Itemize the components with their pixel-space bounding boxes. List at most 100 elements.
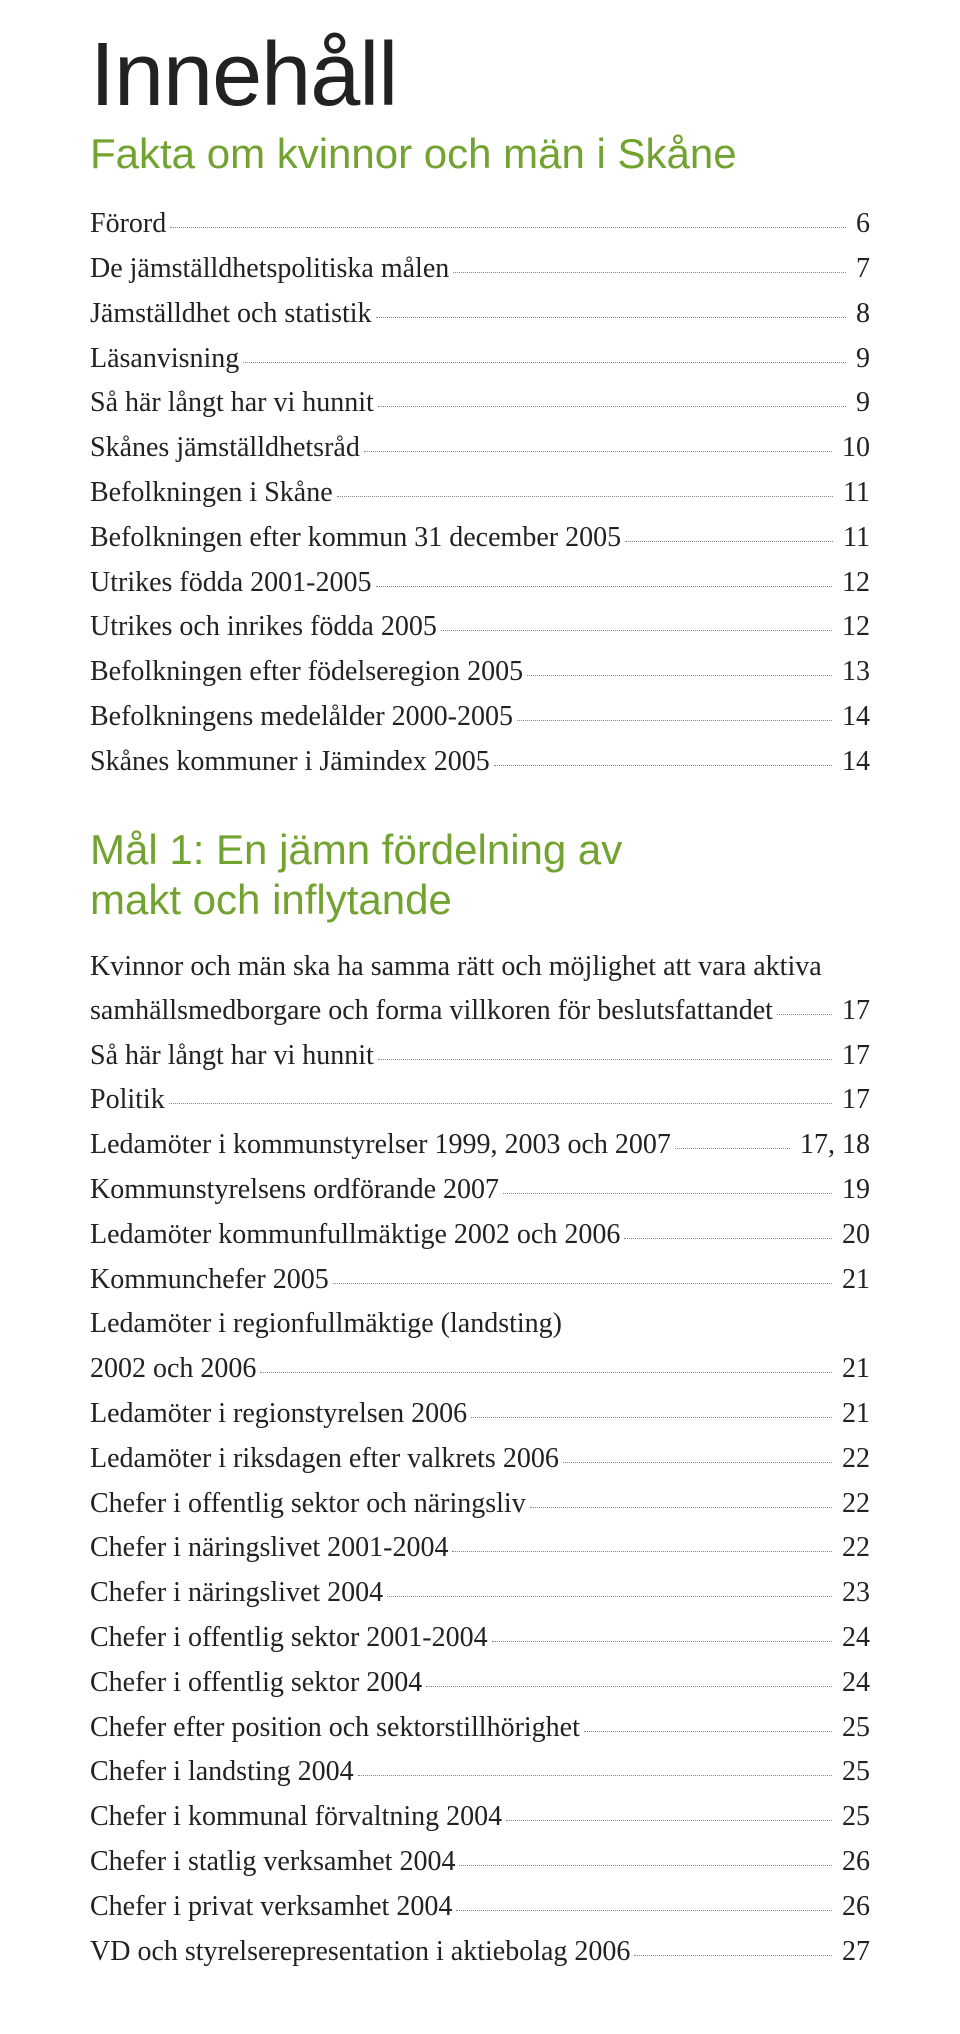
toc-leader xyxy=(517,719,832,721)
toc-leader xyxy=(471,1416,832,1418)
toc-label: Chefer i näringslivet 2004 xyxy=(90,1571,383,1616)
toc-leader xyxy=(494,764,832,766)
toc-label: Befolkningen i Skåne xyxy=(90,471,333,516)
toc-line: Kommunchefer 200521 xyxy=(90,1258,870,1303)
goal1-heading: Mål 1: En jämn fördelning av makt och in… xyxy=(90,825,870,926)
toc-line: Så här långt har vi hunnit 9 xyxy=(90,381,870,426)
toc-page: 6 xyxy=(850,202,870,247)
toc-page: 22 xyxy=(836,1482,870,1527)
toc-label: Chefer i offentlig sektor 2001-2004 xyxy=(90,1616,488,1661)
goal1-heading-line1: Mål 1: En jämn fördelning av xyxy=(90,826,622,873)
toc-label: Så här långt har vi hunnit xyxy=(90,1034,374,1079)
toc-label: Jämställdhet och statistik xyxy=(90,292,372,337)
toc-line: Befolkningen efter kommun 31 december 20… xyxy=(90,516,870,561)
toc-label: De jämställdhetspolitiska målen xyxy=(90,247,449,292)
toc-label: Så här långt har vi hunnit xyxy=(90,381,374,426)
toc-page: 26 xyxy=(836,1840,870,1885)
toc-leader xyxy=(333,1282,832,1284)
page: Innehåll Fakta om kvinnor och män i Skån… xyxy=(0,0,960,2034)
goal1-intro-entry: samhällsmedborgare och forma villkoren f… xyxy=(90,989,870,1034)
toc-label: Chefer i statlig verksamhet 2004 xyxy=(90,1840,455,1885)
toc-line: Politik17 xyxy=(90,1078,870,1123)
toc-page: 21 xyxy=(836,1392,870,1437)
toc-line: Befolkningen i Skåne 11 xyxy=(90,471,870,516)
toc-label: Chefer i offentlig sektor och näringsliv xyxy=(90,1482,526,1527)
toc-page: 9 xyxy=(850,381,870,426)
toc-line: Skånes kommuner i Jämindex 2005 14 xyxy=(90,740,870,785)
toc-page: 20 xyxy=(836,1213,870,1258)
toc-line: Förord6 xyxy=(90,202,870,247)
toc-leader xyxy=(337,495,833,497)
toc-leader xyxy=(624,1237,832,1239)
toc-leader xyxy=(376,316,846,318)
goal1-intro-line1: Kvinnor och män ska ha samma rätt och mö… xyxy=(90,945,870,988)
toc-label: Chefer i landsting 2004 xyxy=(90,1750,354,1795)
toc-label: Chefer efter position och sektorstillhör… xyxy=(90,1706,580,1751)
toc-line: Ledamöter i regionstyrelsen 200621 xyxy=(90,1392,870,1437)
toc-leader xyxy=(675,1147,790,1149)
toc-leader xyxy=(453,271,846,273)
toc-page: 11 xyxy=(837,471,870,516)
toc-line: Chefer i kommunal förvaltning 200425 xyxy=(90,1795,870,1840)
toc-line: Läsanvisning9 xyxy=(90,337,870,382)
toc-leader xyxy=(243,361,846,363)
toc-label: Utrikes födda 2001-2005 xyxy=(90,561,372,606)
toc-label: Skånes kommuner i Jämindex 2005 xyxy=(90,740,490,785)
toc-line: Utrikes födda 2001-200512 xyxy=(90,561,870,606)
toc-line: Ledamöter kommunfullmäktige 2002 och 200… xyxy=(90,1213,870,1258)
toc-page: 22 xyxy=(836,1526,870,1571)
toc-page: 24 xyxy=(836,1661,870,1706)
toc-leader xyxy=(584,1730,832,1732)
goal1-heading-line2: makt och inflytande xyxy=(90,876,452,923)
section1-heading: Fakta om kvinnor och män i Skåne xyxy=(90,130,870,178)
toc-line: Befolkningen efter födelseregion 2005 13 xyxy=(90,650,870,695)
toc-label: Chefer i offentlig sektor 2004 xyxy=(90,1661,422,1706)
toc-leader xyxy=(527,674,832,676)
toc-line: Chefer i privat verksamhet 2004 26 xyxy=(90,1885,870,1930)
toc-leader xyxy=(426,1685,832,1687)
toc-leader xyxy=(459,1864,832,1866)
toc-label: samhällsmedborgare och forma villkoren f… xyxy=(90,989,773,1034)
toc-page: 26 xyxy=(836,1885,870,1930)
toc-label: Politik xyxy=(90,1078,165,1123)
toc-line: Så här långt har vi hunnit 17 xyxy=(90,1034,870,1079)
toc-label: Kommunstyrelsens ordförande 2007 xyxy=(90,1168,499,1213)
toc-line: Chefer i statlig verksamhet 2004 26 xyxy=(90,1840,870,1885)
toc-leader xyxy=(378,405,846,407)
toc-page: 27 xyxy=(836,1930,870,1975)
toc-line: Befolkningens medelålder 2000-200514 xyxy=(90,695,870,740)
toc-leader xyxy=(456,1909,832,1911)
toc-page: 25 xyxy=(836,1750,870,1795)
toc-page: 13 xyxy=(836,650,870,695)
toc-page: 7 xyxy=(850,247,870,292)
toc-leader xyxy=(260,1371,832,1373)
goal1-toc-a: Så här långt har vi hunnit17Politik17Led… xyxy=(90,1034,870,1303)
toc-page: 23 xyxy=(836,1571,870,1616)
toc-label: Ledamöter i kommunstyrelser 1999, 2003 o… xyxy=(90,1123,671,1168)
toc-label: Befolkningen efter kommun 31 december 20… xyxy=(90,516,621,561)
toc-label: VD och styrelserepresentation i aktiebol… xyxy=(90,1930,630,1975)
toc-line: Skånes jämställdhetsråd10 xyxy=(90,426,870,471)
toc-label: Utrikes och inrikes födda 2005 xyxy=(90,605,437,650)
toc-leader xyxy=(563,1461,832,1463)
toc-page: 22 xyxy=(836,1437,870,1482)
toc-line: Jämställdhet och statistik8 xyxy=(90,292,870,337)
toc-page: 17 xyxy=(836,1034,870,1079)
toc-page: 9 xyxy=(850,337,870,382)
toc-page: 25 xyxy=(836,1706,870,1751)
toc-label: Befolkningen efter födelseregion 2005 xyxy=(90,650,523,695)
toc-leader xyxy=(634,1954,832,1956)
toc-page: 19 xyxy=(836,1168,870,1213)
section1-toc: Förord6De jämställdhetspolitiska målen7J… xyxy=(90,202,870,784)
toc-label: Ledamöter kommunfullmäktige 2002 och 200… xyxy=(90,1213,620,1258)
toc-leader xyxy=(503,1192,832,1194)
toc-line: 2002 och 2006 21 xyxy=(90,1347,870,1392)
toc-line: Chefer i offentlig sektor 2004 24 xyxy=(90,1661,870,1706)
goal1-toc-b: Ledamöter i regionstyrelsen 200621Ledamö… xyxy=(90,1392,870,1974)
toc-line: Chefer i landsting 2004 25 xyxy=(90,1750,870,1795)
toc-line: Chefer efter position och sektorstillhör… xyxy=(90,1706,870,1751)
toc-page: 11 xyxy=(837,516,870,561)
toc-page: 14 xyxy=(836,740,870,785)
toc-label: Chefer i privat verksamhet 2004 xyxy=(90,1885,452,1930)
toc-page: 25 xyxy=(836,1795,870,1840)
